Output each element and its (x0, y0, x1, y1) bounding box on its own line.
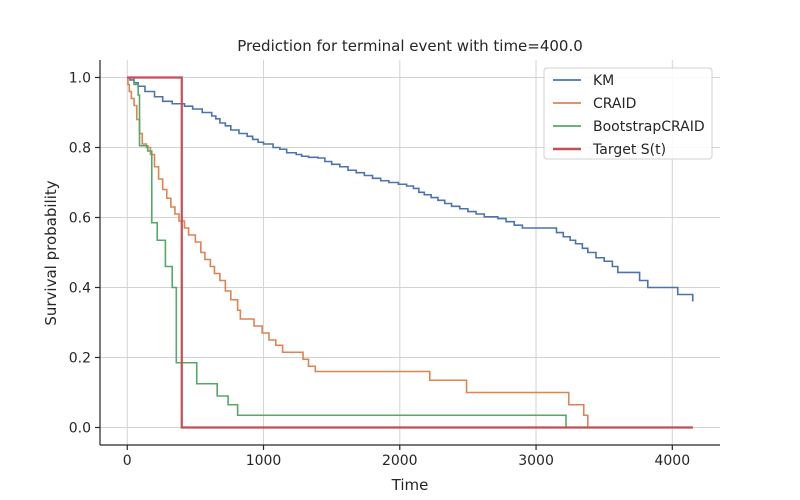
x-axis-label: Time (391, 476, 429, 494)
y-tick-label: 0.8 (69, 141, 91, 157)
legend-label-bootstrapcraid: BootstrapCRAID (593, 119, 705, 135)
x-tick-label: 1000 (246, 453, 282, 469)
y-tick-label: 1.0 (69, 71, 91, 87)
y-axis-label: Survival probability (42, 180, 60, 325)
y-tick-label: 0.6 (69, 211, 91, 227)
x-tick-label: 4000 (654, 453, 690, 469)
x-tick-label: 0 (123, 453, 132, 469)
series-line-bootstrapcraid (127, 76, 693, 429)
legend-label-craid: CRAID (593, 96, 636, 112)
legend-label-km: KM (593, 73, 614, 89)
series-line-km (127, 76, 694, 302)
legend-frame (543, 67, 713, 160)
y-tick-label: 0.4 (69, 281, 91, 297)
y-tick-label: 0.0 (69, 421, 91, 437)
y-tick-label: 0.2 (69, 351, 91, 367)
x-tick-label: 3000 (518, 453, 554, 469)
legend: KM CRAID BootstrapCRAID Target S(t) (543, 67, 713, 160)
chart-title: Prediction for terminal event with time=… (237, 37, 583, 55)
x-tick-label: 2000 (382, 453, 418, 469)
series-line-craid (127, 76, 693, 429)
series-line-target-s-t (127, 76, 693, 429)
legend-label-target-s-t: Target S(t) (592, 142, 666, 158)
